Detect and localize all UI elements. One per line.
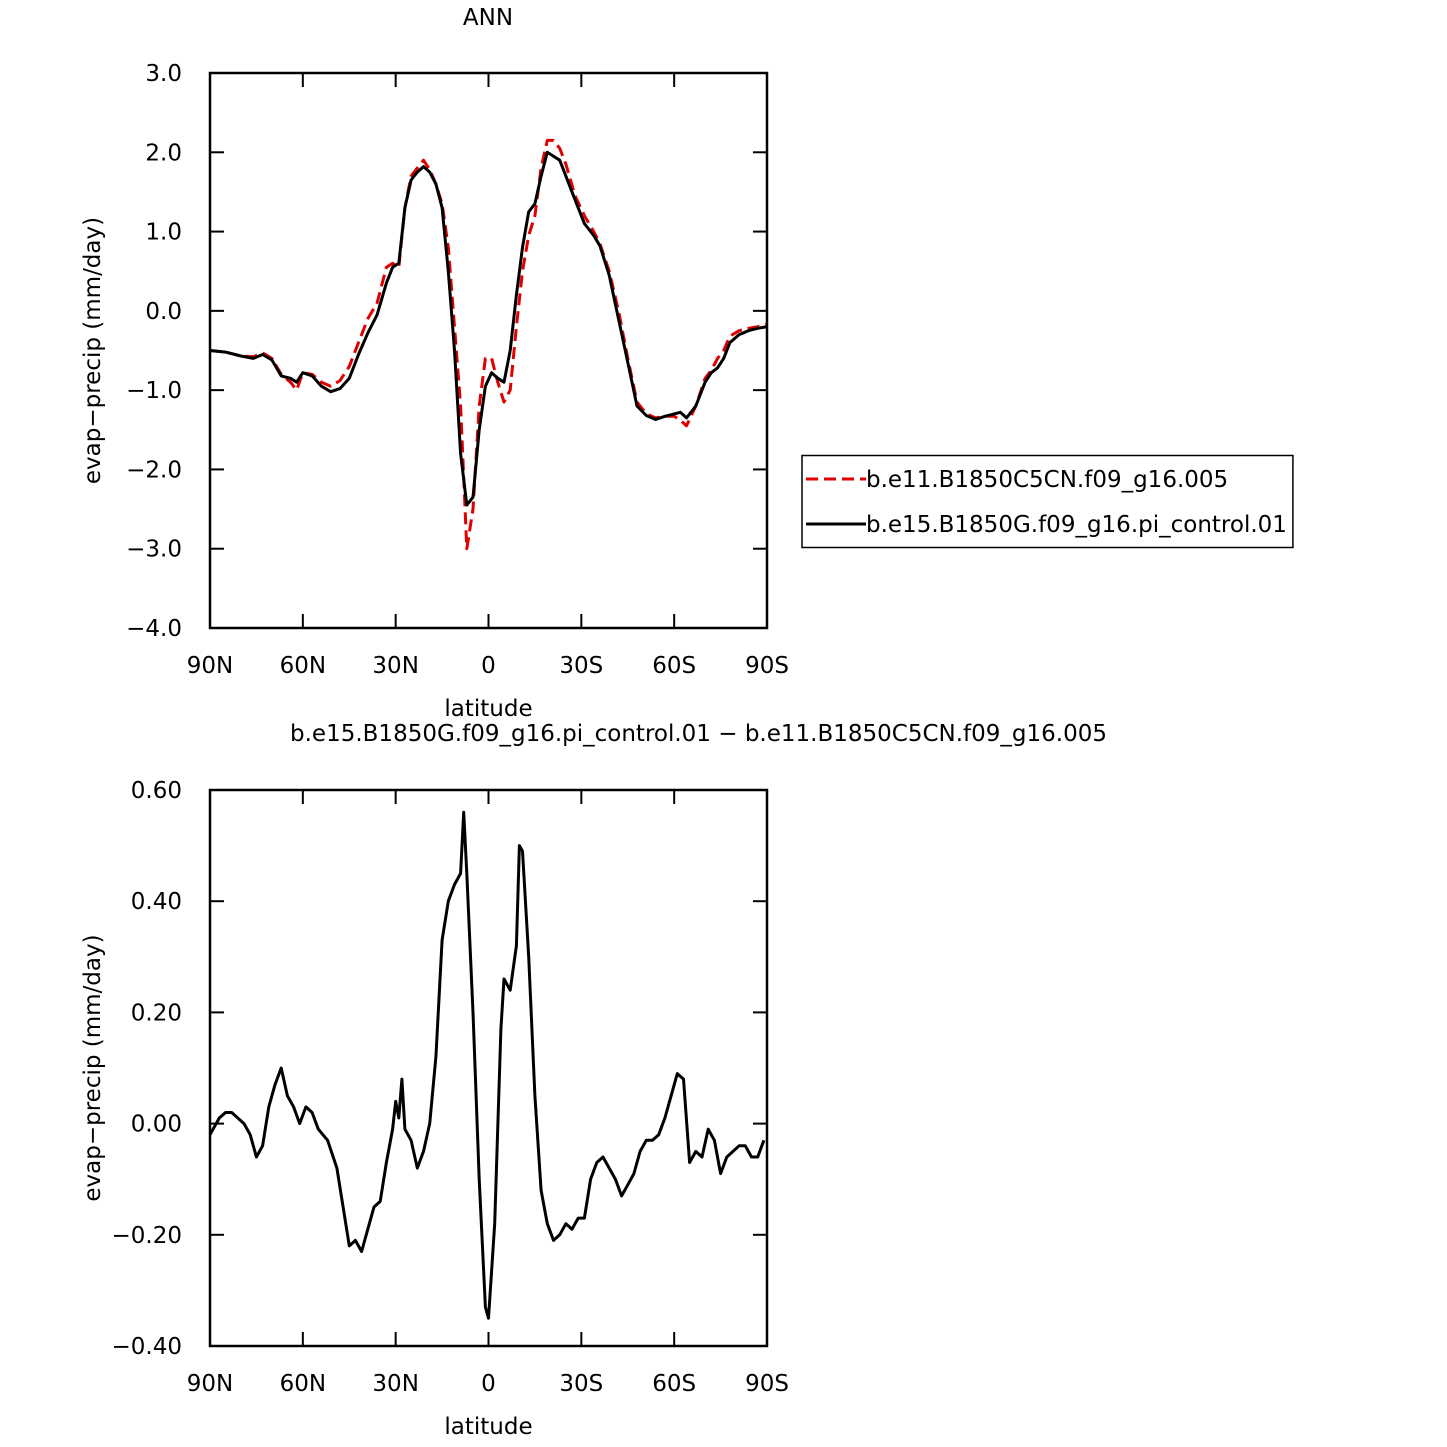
y-tick-label: 0.20	[131, 1000, 182, 1026]
y-tick-label: 0.00	[131, 1112, 182, 1138]
y-tick-label: 0.0	[145, 299, 182, 325]
y-tick-label: −1.0	[126, 378, 182, 404]
x-tick-label: 0	[481, 1371, 496, 1397]
x-tick-label: 90S	[745, 653, 789, 679]
y-tick-label: 3.0	[145, 61, 182, 87]
x-tick-label: 30N	[372, 1371, 418, 1397]
x-tick-label: 60S	[652, 1371, 696, 1397]
y-tick-label: −0.20	[112, 1223, 182, 1249]
y-tick-label: −3.0	[126, 537, 182, 563]
data-line	[209, 138, 768, 551]
x-axis-label: latitude	[444, 696, 532, 722]
y-axis-label: evap−precip (mm/day)	[80, 934, 106, 1201]
x-tick-label: 60N	[280, 1371, 326, 1397]
chart-title: ANN	[463, 5, 513, 31]
x-tick-label: 30N	[372, 653, 418, 679]
legend-label: b.e11.B1850C5CN.f09_g16.005	[866, 467, 1228, 493]
x-tick-label: 60N	[280, 653, 326, 679]
x-tick-label: 30S	[559, 653, 603, 679]
x-tick-label: 30S	[559, 1371, 603, 1397]
y-tick-label: 1.0	[145, 220, 182, 246]
x-tick-label: 90N	[187, 653, 233, 679]
y-tick-label: −0.40	[112, 1334, 182, 1360]
data-line	[209, 150, 768, 507]
y-axis-label: evap−precip (mm/day)	[80, 217, 106, 484]
y-tick-label: −4.0	[126, 616, 182, 642]
y-tick-label: −2.0	[126, 457, 182, 483]
y-tick-label: 0.40	[131, 889, 182, 915]
legend: b.e11.B1850C5CN.f09_g16.005 b.e15.B1850G.…	[801, 454, 1294, 549]
legend-box	[801, 454, 1294, 549]
plot-frame	[208, 71, 769, 630]
x-axis-label: latitude	[444, 1414, 532, 1440]
y-tick-label: 2.0	[145, 140, 182, 166]
x-tick-label: 90S	[745, 1371, 789, 1397]
chart-title: b.e15.B1850G.f09_g16.pi_control.01 − b.e…	[290, 721, 1107, 747]
data-line	[208, 810, 766, 1320]
x-tick-label: 90N	[187, 1371, 233, 1397]
plot-frame	[208, 788, 769, 1348]
x-tick-label: 60S	[652, 653, 696, 679]
y-tick-label: 0.60	[131, 778, 182, 804]
legend-label: b.e15.B1850G.f09_g16.pi_control.01	[866, 512, 1287, 538]
x-tick-label: 0	[481, 653, 496, 679]
